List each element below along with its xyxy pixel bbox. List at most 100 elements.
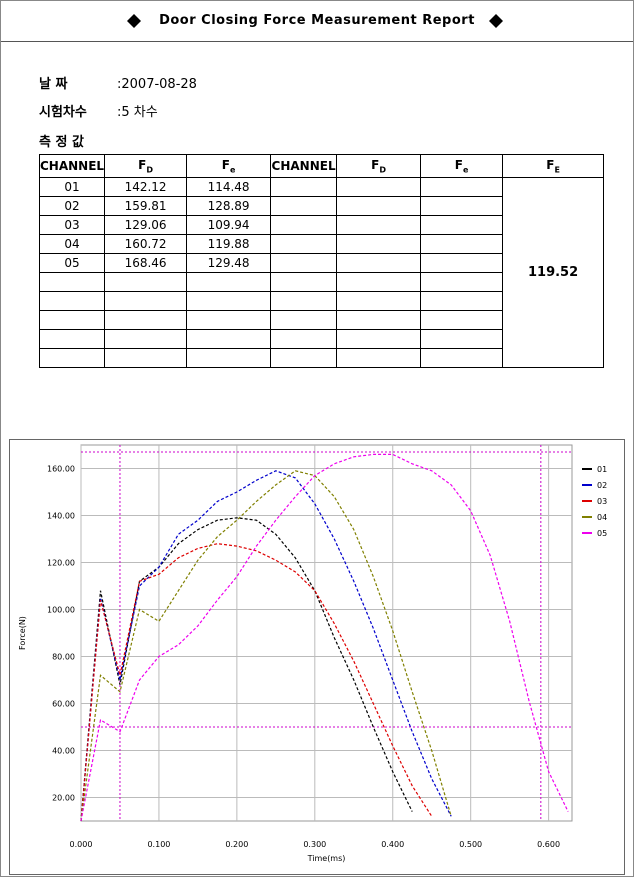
table-cell (186, 291, 272, 311)
table-cell (336, 329, 422, 349)
header-row: CHANNEL FD Fe CHANNEL FD Fe FE (38, 154, 605, 178)
y-tick-label: 120.00 (47, 559, 75, 568)
table-cell (270, 234, 338, 254)
column-header: FE (502, 154, 605, 178)
series-line (80, 543, 433, 822)
table-row: 05 168.46 129.48 (38, 253, 604, 273)
y-axis-label: Force(N) (18, 616, 27, 650)
table-cell (420, 196, 504, 216)
column-header: CHANNEL (270, 154, 338, 178)
table-cell (420, 177, 504, 197)
legend-label: 03 (597, 497, 607, 506)
column-header: Fe (420, 154, 504, 178)
report-title: Door Closing Force Measurement Report (159, 13, 475, 28)
measurement-table: CHANNEL FD Fe CHANNEL FD Fe FE 01 142.12 114.48 11… (38, 154, 605, 368)
table-cell: 159.81 (104, 196, 188, 216)
column-header: FD (104, 154, 188, 178)
table-cell (270, 291, 338, 311)
table-cell: 02 (38, 196, 106, 216)
table-cell (336, 215, 422, 235)
table-cell: 119.88 (186, 234, 272, 254)
legend-label: 01 (597, 465, 607, 474)
y-tick-label: 160.00 (47, 465, 75, 474)
legend-label: 04 (597, 513, 607, 522)
x-axis-label: Time(ms) (307, 854, 346, 863)
table-row (38, 272, 604, 292)
table-cell: 04 (38, 234, 106, 254)
table-cell (270, 196, 338, 216)
x-tick-label: 0.000 (70, 840, 93, 849)
table-cell: 128.89 (186, 196, 272, 216)
test-line: 시험차수:5 차수 (39, 101, 158, 120)
date-line: 날 짜 :2007-08-28 (39, 73, 197, 92)
date-label: 날 짜 (39, 77, 68, 92)
chart: 20.00 40.00 60.00 80.00 100.00 120.00 140.00 16… (9, 439, 625, 875)
header-text: F (454, 157, 463, 172)
y-tick-label: 20.00 (52, 794, 75, 803)
table-cell (270, 177, 338, 197)
table-cell (420, 310, 504, 330)
header-subscript: e (229, 165, 236, 175)
date-value: :2007-08-28 (117, 77, 197, 92)
x-tick-label: 0.100 (147, 840, 170, 849)
legend-label: 02 (597, 481, 607, 490)
diamond-icon (489, 14, 503, 28)
table-cell: 05 (38, 253, 106, 273)
header-text: F (138, 157, 147, 172)
table-cell: 114.48 (186, 177, 272, 197)
table-cell (186, 329, 272, 349)
table-cell (38, 272, 106, 292)
table-cell (336, 253, 422, 273)
table-cell (420, 348, 504, 368)
table-cell (336, 272, 422, 292)
series-line (80, 470, 452, 822)
test-label: 시험차수 (39, 105, 87, 120)
table-cell (104, 310, 188, 330)
header-subscript: e (462, 165, 469, 175)
table-cell (336, 234, 422, 254)
y-tick-label: 100.00 (47, 606, 75, 615)
table-cell: 03 (38, 215, 106, 235)
table-cell (270, 348, 338, 368)
series-line (80, 470, 452, 822)
table-cell (104, 329, 188, 349)
column-header: Fe (186, 154, 272, 178)
table-cell (270, 253, 338, 273)
table-cell: 142.12 (104, 177, 188, 197)
table-row: 02 159.81 128.89 (38, 196, 604, 216)
table-cell (38, 329, 106, 349)
table-row: 04 160.72 119.88 (38, 234, 604, 254)
section-title: 측 정 값 (39, 135, 84, 150)
table-cell: 109.94 (186, 215, 272, 235)
table-cell (38, 348, 106, 368)
table-cell (186, 348, 272, 368)
table-cell: 160.72 (104, 234, 188, 254)
table-cell (186, 310, 272, 330)
y-tick-label: 140.00 (47, 512, 75, 521)
x-tick-label: 0.500 (459, 840, 482, 849)
x-tick-label: 0.300 (303, 840, 326, 849)
table-cell: 01 (38, 177, 106, 197)
table-cell (270, 215, 338, 235)
header-subscript: D (379, 165, 386, 175)
table-cell (420, 215, 504, 235)
table-cell (336, 348, 422, 368)
table-cell (420, 291, 504, 311)
table-cell (38, 291, 106, 311)
table-cell (104, 348, 188, 368)
fe-cell: 119.52 (502, 177, 605, 368)
table-cell (104, 272, 188, 292)
x-tick-label: 0.200 (225, 840, 248, 849)
y-tick-label: 60.00 (52, 700, 75, 709)
table-cell (336, 196, 422, 216)
x-tick-label: 0.400 (381, 840, 404, 849)
column-header: CHANNEL (38, 154, 106, 178)
table-cell: 129.06 (104, 215, 188, 235)
header-text: F (371, 157, 380, 172)
table-cell (336, 177, 422, 197)
header-text: CHANNEL (271, 159, 336, 173)
table-row: 01 142.12 114.48 119.52 (38, 177, 605, 368)
y-tick-label: 40.00 (52, 747, 75, 756)
table-cell (270, 272, 338, 292)
